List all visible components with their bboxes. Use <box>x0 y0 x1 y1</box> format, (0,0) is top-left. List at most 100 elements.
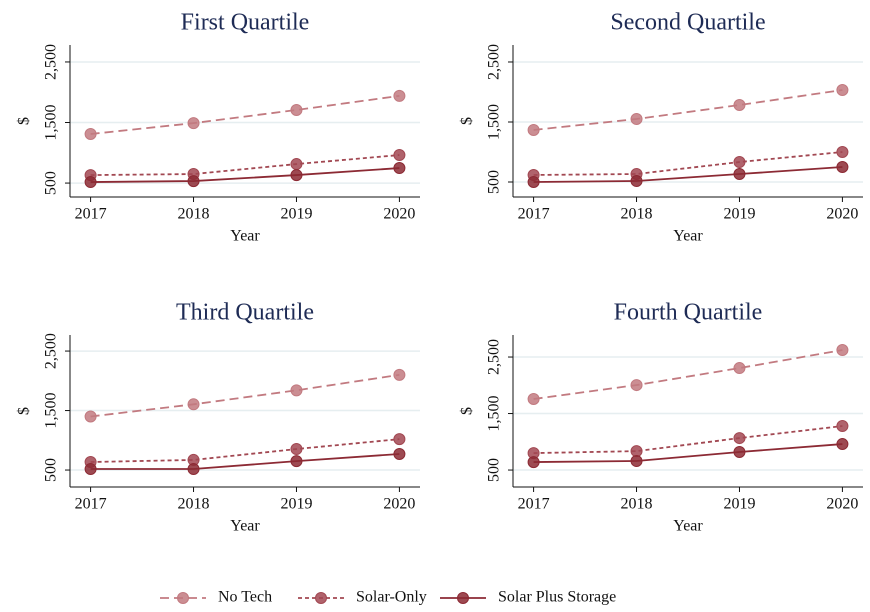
point <box>630 174 643 187</box>
point <box>393 447 406 460</box>
y-tick-label: 500 <box>43 458 60 482</box>
point <box>290 443 303 456</box>
y-axis-label: $ <box>16 407 33 415</box>
point <box>630 455 643 468</box>
legend-marker <box>315 592 327 604</box>
point <box>527 393 540 406</box>
point <box>290 158 303 171</box>
point <box>84 410 97 423</box>
point <box>84 463 97 476</box>
point <box>290 103 303 116</box>
point <box>187 175 200 188</box>
x-tick-label: 2020 <box>383 206 415 223</box>
point <box>733 432 746 445</box>
y-tick-label: 1,500 <box>43 393 60 429</box>
point <box>733 99 746 112</box>
x-tick-label: 2019 <box>280 206 312 223</box>
point <box>393 149 406 162</box>
point <box>84 176 97 189</box>
point <box>836 84 849 97</box>
point <box>630 445 643 458</box>
y-tick-label: 1,500 <box>486 396 503 432</box>
x-tick-label: 2017 <box>518 496 550 513</box>
y-tick-label: 2,500 <box>43 44 60 80</box>
series-line <box>533 151 843 176</box>
point <box>630 379 643 392</box>
point <box>393 162 406 175</box>
y-tick-label: 500 <box>486 170 503 194</box>
series-line <box>90 453 400 470</box>
x-axis-label: Year <box>230 518 260 535</box>
point <box>393 368 406 381</box>
point <box>733 168 746 181</box>
y-axis-label: $ <box>16 117 33 125</box>
y-tick-label: 2,500 <box>486 339 503 375</box>
point <box>836 145 849 158</box>
point <box>527 175 540 188</box>
legend-label: No Tech <box>218 589 272 606</box>
series-line <box>90 167 400 183</box>
series-line <box>533 443 843 463</box>
y-tick-label: 500 <box>486 458 503 482</box>
x-tick-label: 2020 <box>383 496 415 513</box>
legend-label: Solar Plus Storage <box>498 589 616 606</box>
series-line <box>90 373 400 418</box>
point <box>393 433 406 446</box>
x-axis-label: Year <box>673 228 703 245</box>
series-line <box>90 154 400 176</box>
point <box>630 112 643 125</box>
x-tick-label: 2017 <box>75 206 107 223</box>
x-tick-label: 2017 <box>75 496 107 513</box>
y-tick-label: 500 <box>43 171 60 195</box>
point <box>527 456 540 469</box>
point <box>733 362 746 375</box>
point <box>733 156 746 169</box>
subplot-title: Second Quartile <box>610 10 765 36</box>
y-tick-label: 2,500 <box>43 333 60 369</box>
legend-label: Solar-Only <box>356 589 427 606</box>
x-tick-label: 2018 <box>178 206 210 223</box>
x-axis-label: Year <box>230 228 260 245</box>
x-tick-label: 2020 <box>826 206 858 223</box>
series-line <box>533 349 843 400</box>
point <box>836 160 849 173</box>
legend-marker <box>177 592 189 604</box>
x-tick-label: 2018 <box>621 206 653 223</box>
y-tick-label: 1,500 <box>486 104 503 140</box>
y-tick-label: 1,500 <box>43 105 60 141</box>
point <box>187 463 200 476</box>
legend-marker <box>457 592 469 604</box>
point <box>836 438 849 451</box>
series-line <box>90 438 400 463</box>
x-tick-label: 2019 <box>723 206 755 223</box>
series-line <box>533 89 843 131</box>
x-tick-label: 2019 <box>723 496 755 513</box>
point <box>836 420 849 433</box>
x-tick-label: 2019 <box>280 496 312 513</box>
subplot-title: Third Quartile <box>176 300 314 326</box>
point <box>187 398 200 411</box>
series-line <box>533 425 843 454</box>
point <box>290 384 303 397</box>
x-tick-label: 2017 <box>518 206 550 223</box>
y-axis-label: $ <box>459 117 476 125</box>
subplot-title: First Quartile <box>181 10 310 36</box>
y-tick-label: 2,500 <box>486 44 503 80</box>
y-axis-label: $ <box>459 407 476 415</box>
series-line <box>533 166 843 183</box>
point <box>290 169 303 182</box>
point <box>393 89 406 102</box>
x-tick-label: 2018 <box>621 496 653 513</box>
point <box>187 117 200 130</box>
point <box>836 344 849 357</box>
point <box>84 128 97 141</box>
point <box>527 123 540 136</box>
point <box>290 455 303 468</box>
x-tick-label: 2020 <box>826 496 858 513</box>
series-line <box>90 94 400 135</box>
x-axis-label: Year <box>673 518 703 535</box>
point <box>733 446 746 459</box>
x-tick-label: 2018 <box>178 496 210 513</box>
subplot-title: Fourth Quartile <box>614 300 763 326</box>
